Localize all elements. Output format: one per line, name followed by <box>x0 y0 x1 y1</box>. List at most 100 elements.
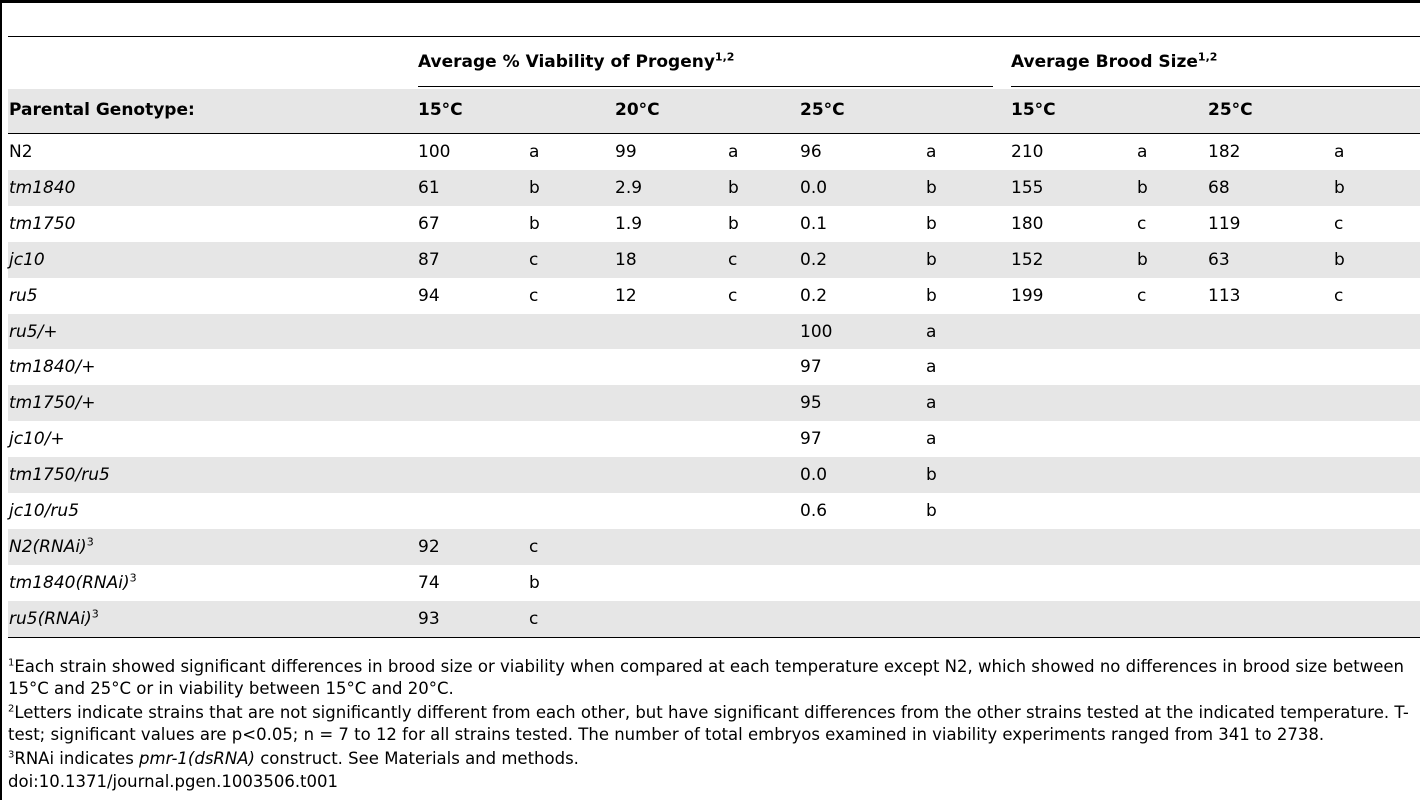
viab-25-group-cell: a <box>926 393 937 414</box>
viab-15-value-cell: 67 <box>418 213 440 234</box>
temp-header-viab-20: 20°C <box>615 100 660 120</box>
viab-20-group-cell: b <box>728 213 739 234</box>
genotype-cell: jc10/+ <box>9 429 65 450</box>
viab-20-value-cell: 12 <box>615 285 637 306</box>
viab-25-group-cell: b <box>926 249 937 270</box>
footnote-3: 3RNAi indicates pmr-1(dsRNA) construct. … <box>8 749 579 768</box>
temp-header-brood-15: 15°C <box>1011 100 1056 120</box>
viab-25-value-cell: 0.6 <box>800 501 828 521</box>
brood-25-value-cell: 119 <box>1208 213 1241 234</box>
viab-25-value-cell: 100 <box>800 321 833 342</box>
brood-15-group-cell: c <box>1137 213 1147 234</box>
table-row <box>8 241 1420 278</box>
brood-15-value-cell: 199 <box>1011 285 1044 306</box>
genotype-cell: tm1840/+ <box>9 357 96 378</box>
viab-25-value-cell: 97 <box>800 429 822 450</box>
viab-15-value-cell: 100 <box>418 142 451 162</box>
viab-25-value-cell: 0.2 <box>800 249 828 270</box>
viab-25-group-cell: b <box>926 213 937 234</box>
brood-25-value-cell: 63 <box>1208 249 1230 270</box>
brood-group-rule <box>1011 86 1420 87</box>
brood-25-group-cell: a <box>1334 142 1345 162</box>
genotype-cell: tm1840(RNAi)3 <box>9 571 137 593</box>
table-row <box>8 528 1420 565</box>
brood-group-header: Average Brood Size1,2 <box>1011 50 1218 72</box>
viab-25-value-cell: 97 <box>800 357 822 378</box>
table-row <box>8 313 1420 350</box>
genotype-cell: tm1840 <box>9 177 76 198</box>
viab-25-group-cell: b <box>926 501 937 521</box>
table-row <box>8 565 1420 601</box>
table-row <box>8 600 1420 637</box>
brood-15-value-cell: 155 <box>1011 177 1044 198</box>
brood-15-group-cell: b <box>1137 177 1148 198</box>
genotype-cell: ru5/+ <box>9 321 58 342</box>
genotype-cell: ru5 <box>9 285 38 306</box>
viab-20-group-cell: c <box>728 249 738 270</box>
table-bottom-rule <box>8 637 1420 638</box>
table-row <box>8 493 1420 529</box>
viab-15-value-cell: 92 <box>418 536 440 557</box>
table-row <box>8 385 1420 422</box>
temp-header-viab-15: 15°C <box>418 100 463 120</box>
brood-25-group-cell: b <box>1334 249 1345 270</box>
viab-25-group-cell: b <box>926 465 937 486</box>
doi-link[interactable]: doi:10.1371/journal.pgen.1003506.t001 <box>8 772 339 791</box>
genotype-cell: tm1750/ru5 <box>9 465 110 486</box>
brood-15-group-cell: c <box>1137 285 1147 306</box>
temp-header-brood-25: 25°C <box>1208 100 1253 120</box>
viab-15-value-cell: 61 <box>418 177 440 198</box>
brood-15-value-cell: 180 <box>1011 213 1044 234</box>
viab-15-group-cell: c <box>529 285 539 306</box>
brood-25-group-cell: c <box>1334 285 1344 306</box>
viab-25-value-cell: 95 <box>800 393 822 414</box>
genotype-cell: jc10/ru5 <box>9 501 80 521</box>
viab-15-group-cell: c <box>529 536 539 557</box>
viab-20-group-cell: c <box>728 285 738 306</box>
viab-20-value-cell: 2.9 <box>615 177 643 198</box>
viab-25-value-cell: 0.2 <box>800 285 828 306</box>
brood-25-value-cell: 68 <box>1208 177 1230 198</box>
header-bottom-rule <box>8 133 1420 134</box>
viab-20-group-cell: a <box>728 142 739 162</box>
viab-25-value-cell: 96 <box>800 142 822 162</box>
brood-25-group-cell: b <box>1334 177 1345 198</box>
brood-25-group-cell: c <box>1334 213 1344 234</box>
brood-15-value-cell: 152 <box>1011 249 1044 270</box>
footnote-1: 1Each strain showed significant differen… <box>8 657 1404 698</box>
table-row <box>8 421 1420 457</box>
brood-25-value-cell: 113 <box>1208 285 1241 306</box>
viab-25-group-cell: a <box>926 357 937 378</box>
viab-15-value-cell: 93 <box>418 608 440 629</box>
table-row <box>8 169 1420 206</box>
brood-25-value-cell: 182 <box>1208 142 1241 162</box>
viab-15-group-cell: c <box>529 249 539 270</box>
viab-20-value-cell: 99 <box>615 142 637 162</box>
brood-15-group-cell: a <box>1137 142 1148 162</box>
viab-25-group-cell: a <box>926 142 937 162</box>
viability-group-header: Average % Viability of Progeny1,2 <box>418 50 735 72</box>
brood-15-value-cell: 210 <box>1011 142 1044 162</box>
viab-25-value-cell: 0.0 <box>800 465 828 486</box>
viab-15-group-cell: b <box>529 213 540 234</box>
genotype-cell: N2(RNAi)3 <box>9 535 94 557</box>
viab-20-group-cell: b <box>728 177 739 198</box>
table-row <box>8 349 1420 385</box>
genotype-cell: jc10 <box>9 249 45 270</box>
genotype-cell: tm1750 <box>9 213 76 234</box>
viab-15-group-cell: b <box>529 177 540 198</box>
viab-25-group-cell: a <box>926 429 937 450</box>
genotype-cell: N2 <box>9 142 33 162</box>
viab-25-value-cell: 0.0 <box>800 177 828 198</box>
viab-25-group-cell: b <box>926 285 937 306</box>
header-row <box>8 89 1420 133</box>
viab-15-group-cell: b <box>529 572 540 593</box>
table-top-rule <box>8 36 1420 37</box>
top-rule <box>0 0 1420 3</box>
viab-15-value-cell: 94 <box>418 285 440 306</box>
viab-15-value-cell: 74 <box>418 572 440 593</box>
viability-group-rule <box>418 86 993 87</box>
viab-20-value-cell: 18 <box>615 249 637 270</box>
table-row <box>8 457 1420 493</box>
viab-25-group-cell: b <box>926 177 937 198</box>
